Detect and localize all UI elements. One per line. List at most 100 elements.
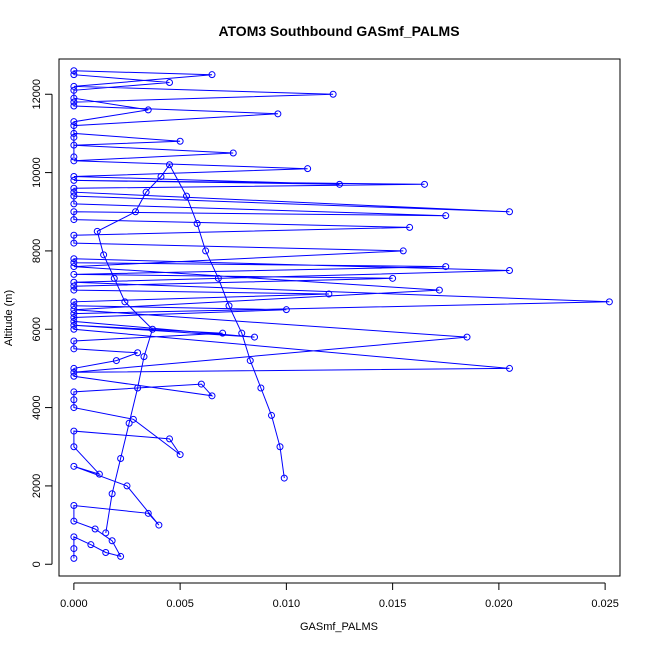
x-tick-label: 0.010 <box>273 598 301 610</box>
data-point <box>117 455 125 462</box>
data-point <box>274 110 282 118</box>
y-tick-label: 8000 <box>31 239 43 263</box>
data-point <box>87 541 95 549</box>
data-point <box>183 192 190 200</box>
data-point <box>70 98 78 106</box>
y-axis: 0 2000 4000 6000 8000 10000 12000 <box>31 79 53 567</box>
series-line <box>96 163 285 533</box>
data-point <box>176 451 184 459</box>
data-point <box>176 137 184 145</box>
data-point <box>70 102 78 110</box>
data-point <box>140 353 148 361</box>
data-point <box>70 554 78 562</box>
data-point <box>70 216 78 224</box>
data-point <box>70 302 78 310</box>
data-point <box>193 220 201 227</box>
data-point <box>134 349 142 357</box>
data-point <box>110 274 118 282</box>
data-point <box>70 173 78 180</box>
data-point <box>70 404 78 412</box>
data-point <box>329 90 337 98</box>
data-point <box>70 306 78 314</box>
data-point <box>70 176 78 184</box>
data-point <box>214 274 222 282</box>
data-point <box>399 247 407 255</box>
data-point <box>70 208 78 216</box>
chart-title: ATOM3 Southbound GASmf_PALMS <box>218 23 459 39</box>
data-point <box>125 419 133 427</box>
data-point <box>70 86 78 94</box>
data-point <box>70 443 78 451</box>
data-point <box>229 149 237 157</box>
data-point <box>304 165 312 173</box>
y-tick-label: 4000 <box>31 395 43 419</box>
y-tick-label: 2000 <box>31 474 43 498</box>
data-point <box>70 200 78 208</box>
data-point <box>70 141 78 149</box>
data-point <box>506 267 513 274</box>
data-point <box>70 314 78 321</box>
data-point <box>70 337 78 345</box>
data-point <box>70 263 78 271</box>
y-tick-label: 0 <box>31 561 43 567</box>
data-point <box>155 521 163 529</box>
data-point <box>134 384 142 392</box>
data-point <box>112 357 120 365</box>
data-point <box>70 133 78 141</box>
data-point <box>435 286 443 294</box>
data-point <box>102 529 110 537</box>
data-point <box>605 298 613 306</box>
data-point <box>121 298 129 306</box>
data-point <box>208 71 216 79</box>
data-point <box>123 482 131 490</box>
data-point <box>225 302 233 310</box>
data-point <box>70 192 78 200</box>
data-point <box>70 396 78 404</box>
y-tick-label: 10000 <box>31 157 43 188</box>
data-point <box>280 474 288 482</box>
data-point <box>102 549 110 556</box>
data-point <box>93 227 101 235</box>
x-tick-label: 0.025 <box>591 598 619 610</box>
data-point <box>117 552 125 560</box>
data-point <box>91 525 99 533</box>
data-point <box>70 157 78 165</box>
data-point <box>157 173 165 180</box>
data-point <box>70 388 78 396</box>
data-series <box>93 161 288 537</box>
y-axis-label: Altitude (m) <box>3 290 15 346</box>
data-point <box>70 368 78 376</box>
data-point <box>70 545 78 553</box>
data-point <box>70 231 78 239</box>
data-point <box>132 208 139 216</box>
data-point <box>70 255 78 263</box>
data-point <box>325 290 333 298</box>
data-point <box>142 188 150 196</box>
data-point <box>70 321 78 329</box>
data-point <box>108 537 116 545</box>
data-point <box>70 286 78 294</box>
data-point <box>100 251 108 259</box>
data-point <box>257 384 265 392</box>
data-point <box>463 333 471 341</box>
data-point <box>70 239 78 247</box>
data-point <box>246 357 254 365</box>
data-point <box>108 490 116 498</box>
data-point <box>166 79 173 86</box>
data-point <box>144 509 152 517</box>
data-point <box>70 502 78 509</box>
data-point <box>70 462 78 470</box>
data-point <box>238 329 246 337</box>
data-point <box>95 470 103 478</box>
x-tick-label: 0.005 <box>166 598 194 610</box>
data-point <box>70 517 78 525</box>
data-point <box>70 184 78 192</box>
data-point <box>70 317 78 325</box>
data-point <box>506 364 513 372</box>
series-line <box>73 70 610 559</box>
data-point <box>166 435 173 443</box>
x-axis-label: GASmf_PALMS <box>300 621 378 633</box>
x-tick-label: 0.015 <box>379 598 407 610</box>
data-point <box>219 329 227 337</box>
data-point <box>70 364 78 372</box>
